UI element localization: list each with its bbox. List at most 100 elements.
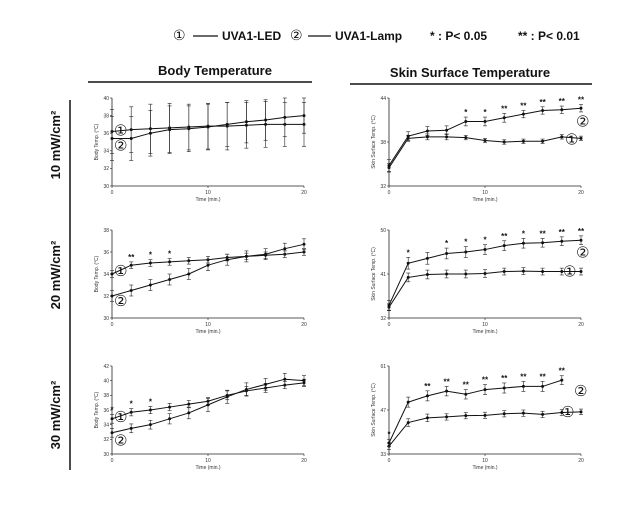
data-point xyxy=(502,140,506,144)
x-tick-label: 20 xyxy=(301,458,307,464)
data-point xyxy=(425,256,429,260)
x-tick-label: 20 xyxy=(578,458,584,464)
data-point xyxy=(541,270,545,274)
y-tick-label: 38 xyxy=(380,140,386,146)
significance-star: ** xyxy=(539,372,546,381)
data-point xyxy=(464,119,468,123)
data-point xyxy=(541,384,545,388)
data-point xyxy=(110,417,114,421)
data-point xyxy=(579,136,583,140)
series-label: ① xyxy=(114,408,127,426)
y-axis-title: Skin Surface Temp. (°C) xyxy=(371,383,377,437)
x-tick-label: 10 xyxy=(205,458,211,464)
series-label: ① xyxy=(114,121,127,139)
data-point xyxy=(521,411,525,415)
data-point xyxy=(168,128,172,132)
data-point xyxy=(541,241,545,245)
x-axis-title: Time (min.) xyxy=(472,329,497,335)
x-axis-title: Time (min.) xyxy=(472,197,497,203)
x-tick-label: 10 xyxy=(482,190,488,196)
data-point xyxy=(206,263,210,267)
data-point xyxy=(244,254,248,258)
significance-star: ** xyxy=(482,376,489,385)
significance-star: ** xyxy=(539,229,546,238)
data-point xyxy=(560,411,564,415)
y-axis-title: Body Temp. (°C) xyxy=(94,123,100,160)
y-tick-label: 32 xyxy=(103,437,109,443)
row-label-20: 20 mW/cm² xyxy=(48,240,63,309)
significance-star: ** xyxy=(578,96,585,105)
y-tick-label: 30 xyxy=(103,452,109,458)
data-point xyxy=(168,278,172,281)
significance-star: ** xyxy=(559,97,566,106)
y-tick-label: 30 xyxy=(103,316,109,322)
x-tick-label: 0 xyxy=(111,458,114,464)
legend: ① UVA1-LED ② UVA1-Lamp * : P< 0.05 ** : … xyxy=(173,28,580,44)
data-point xyxy=(187,272,191,276)
significance-star: * xyxy=(149,397,153,406)
y-axis-title: Body Temp. (°C) xyxy=(94,255,100,292)
series-label: ② xyxy=(576,243,589,261)
data-point xyxy=(521,112,525,116)
data-point xyxy=(302,242,306,246)
legend-lamp-marker: ② xyxy=(290,28,303,44)
significance-star: ** xyxy=(520,101,527,110)
y-tick-label: 32 xyxy=(103,166,109,172)
x-tick-label: 20 xyxy=(301,190,307,196)
data-point xyxy=(579,238,583,242)
significance-star: ** xyxy=(520,372,527,381)
significance-star: * xyxy=(483,236,487,245)
significance-star: ** xyxy=(501,232,508,241)
data-point xyxy=(502,270,506,274)
data-point xyxy=(302,379,306,383)
data-point xyxy=(283,115,287,119)
data-point xyxy=(560,108,564,112)
data-point xyxy=(168,260,172,264)
significance-star: * xyxy=(464,108,468,117)
data-point xyxy=(187,402,191,406)
data-point xyxy=(187,411,191,415)
x-axis-title: Time (min.) xyxy=(195,197,220,203)
y-tick-label: 33 xyxy=(380,452,386,458)
series-label: ② xyxy=(576,112,589,130)
data-point xyxy=(521,269,525,273)
y-tick-label: 36 xyxy=(103,250,109,256)
data-point xyxy=(579,270,583,274)
data-point xyxy=(425,272,429,276)
data-point xyxy=(560,239,564,243)
data-point xyxy=(579,106,583,110)
x-tick-label: 10 xyxy=(205,322,211,328)
significance-star: ** xyxy=(128,253,135,262)
series-label: ① xyxy=(561,403,574,421)
data-point xyxy=(406,421,410,425)
panel-skin-10mw: 0 10 20 32 38 44 Time (min.) Skin Surface Temp.… xyxy=(371,96,589,203)
x-tick-label: 0 xyxy=(388,190,391,196)
x-tick-label: 20 xyxy=(301,322,307,328)
data-point xyxy=(129,263,133,267)
data-point xyxy=(521,384,525,388)
legend-led-label: UVA1-LED xyxy=(222,29,281,43)
data-point xyxy=(425,394,429,398)
data-point xyxy=(283,247,287,251)
y-tick-label: 36 xyxy=(103,131,109,137)
data-point xyxy=(129,136,133,140)
data-point xyxy=(445,389,449,393)
data-point xyxy=(406,275,410,279)
y-tick-label: 41 xyxy=(380,272,386,278)
data-point xyxy=(464,414,468,418)
data-point xyxy=(406,261,410,265)
data-point xyxy=(560,135,564,139)
data-point xyxy=(425,135,429,139)
data-point xyxy=(206,125,210,129)
data-point xyxy=(521,139,525,143)
data-point xyxy=(110,136,114,140)
y-tick-label: 32 xyxy=(380,184,386,190)
x-tick-label: 10 xyxy=(482,322,488,328)
data-point xyxy=(483,248,487,252)
data-point xyxy=(187,127,191,131)
data-point xyxy=(148,423,152,427)
data-point xyxy=(129,426,133,430)
data-point xyxy=(502,244,506,248)
series-label: ① xyxy=(565,130,578,148)
significance-star: ** xyxy=(424,382,431,391)
